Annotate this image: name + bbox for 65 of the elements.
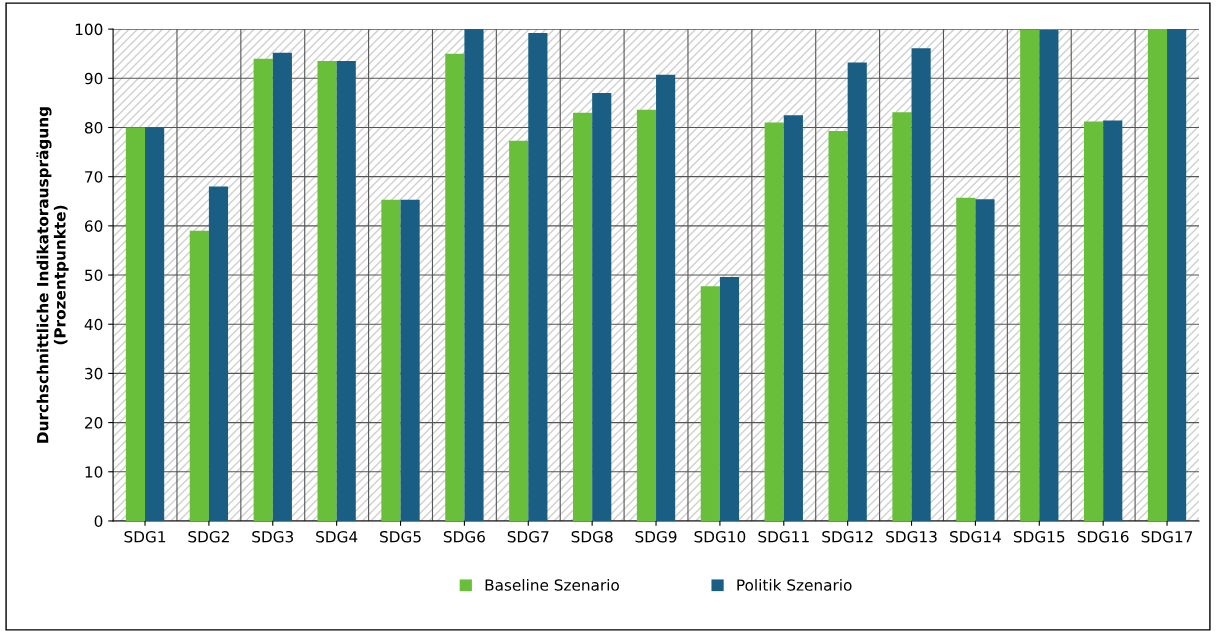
bar <box>145 127 165 521</box>
bar <box>272 52 292 521</box>
x-tick-label: SDG4 <box>316 530 358 543</box>
bar <box>400 199 420 521</box>
bar <box>636 109 657 521</box>
bar <box>656 74 676 521</box>
x-tick-label: SDG6 <box>443 530 485 543</box>
y-tick-label: 100 <box>75 23 103 36</box>
x-tick-label: SDG3 <box>252 530 294 543</box>
bar <box>445 53 465 521</box>
x-tick-label: SDG8 <box>571 530 613 543</box>
y-tick-label: 90 <box>84 72 103 85</box>
bar <box>975 199 995 521</box>
bar <box>509 140 529 521</box>
y-tick-label: 80 <box>84 121 103 134</box>
legend-label: Politik Szenario <box>737 578 852 591</box>
y-tick-label: 50 <box>85 269 103 282</box>
x-tick-label: SDG2 <box>188 530 229 543</box>
bar <box>1039 30 1059 521</box>
bar <box>381 199 401 521</box>
bar <box>464 29 484 521</box>
bar <box>528 33 548 521</box>
x-tick-label: SDG1 <box>124 530 166 543</box>
x-tick-label: SDG10 <box>694 530 746 543</box>
bar <box>208 186 229 521</box>
bar <box>1167 29 1187 521</box>
legend-label: Baseline Szenario <box>485 578 619 591</box>
y-tick-label: 30 <box>85 367 103 380</box>
y-tick-label: 20 <box>85 417 103 429</box>
bar <box>1147 29 1168 521</box>
bar <box>336 61 356 521</box>
x-tick-label: SDG7 <box>507 530 549 543</box>
bar <box>1103 120 1123 521</box>
bar <box>1084 121 1104 521</box>
x-tick-label: SDG5 <box>380 530 421 543</box>
x-tick-label: SDG16 <box>1077 530 1129 543</box>
x-tick-label: SDG14 <box>950 530 1001 543</box>
y-tick-label: 70 <box>85 171 103 183</box>
bar <box>572 112 593 521</box>
y-axis-title: Durchschnittliche Indikatorausprägung (Prozentpunkte) <box>36 107 69 443</box>
bar <box>592 93 612 521</box>
x-tick-label: SDG9 <box>635 530 677 543</box>
y-tick-label: 10 <box>85 466 103 478</box>
bar <box>847 62 867 521</box>
x-tick-label: SDG15 <box>1013 530 1065 543</box>
bar <box>1020 30 1040 521</box>
y-tick-label: 60 <box>84 220 103 232</box>
bar <box>783 115 803 521</box>
x-tick-label: SDG11 <box>758 530 809 543</box>
bar <box>189 230 209 521</box>
bar <box>700 286 720 521</box>
y-tick-label: 0 <box>94 515 103 527</box>
bar <box>764 122 784 521</box>
bar <box>253 58 273 521</box>
y-tick-label: 40 <box>84 318 103 331</box>
bar <box>911 48 931 521</box>
bar <box>956 197 976 521</box>
x-tick-label: SDG13 <box>886 530 937 543</box>
x-tick-label: SDG17 <box>1141 530 1193 543</box>
bar <box>125 127 146 521</box>
bar <box>719 277 740 521</box>
bar <box>828 130 848 521</box>
bar <box>317 61 337 521</box>
x-tick-label: SDG12 <box>822 530 873 543</box>
bar <box>892 112 912 521</box>
